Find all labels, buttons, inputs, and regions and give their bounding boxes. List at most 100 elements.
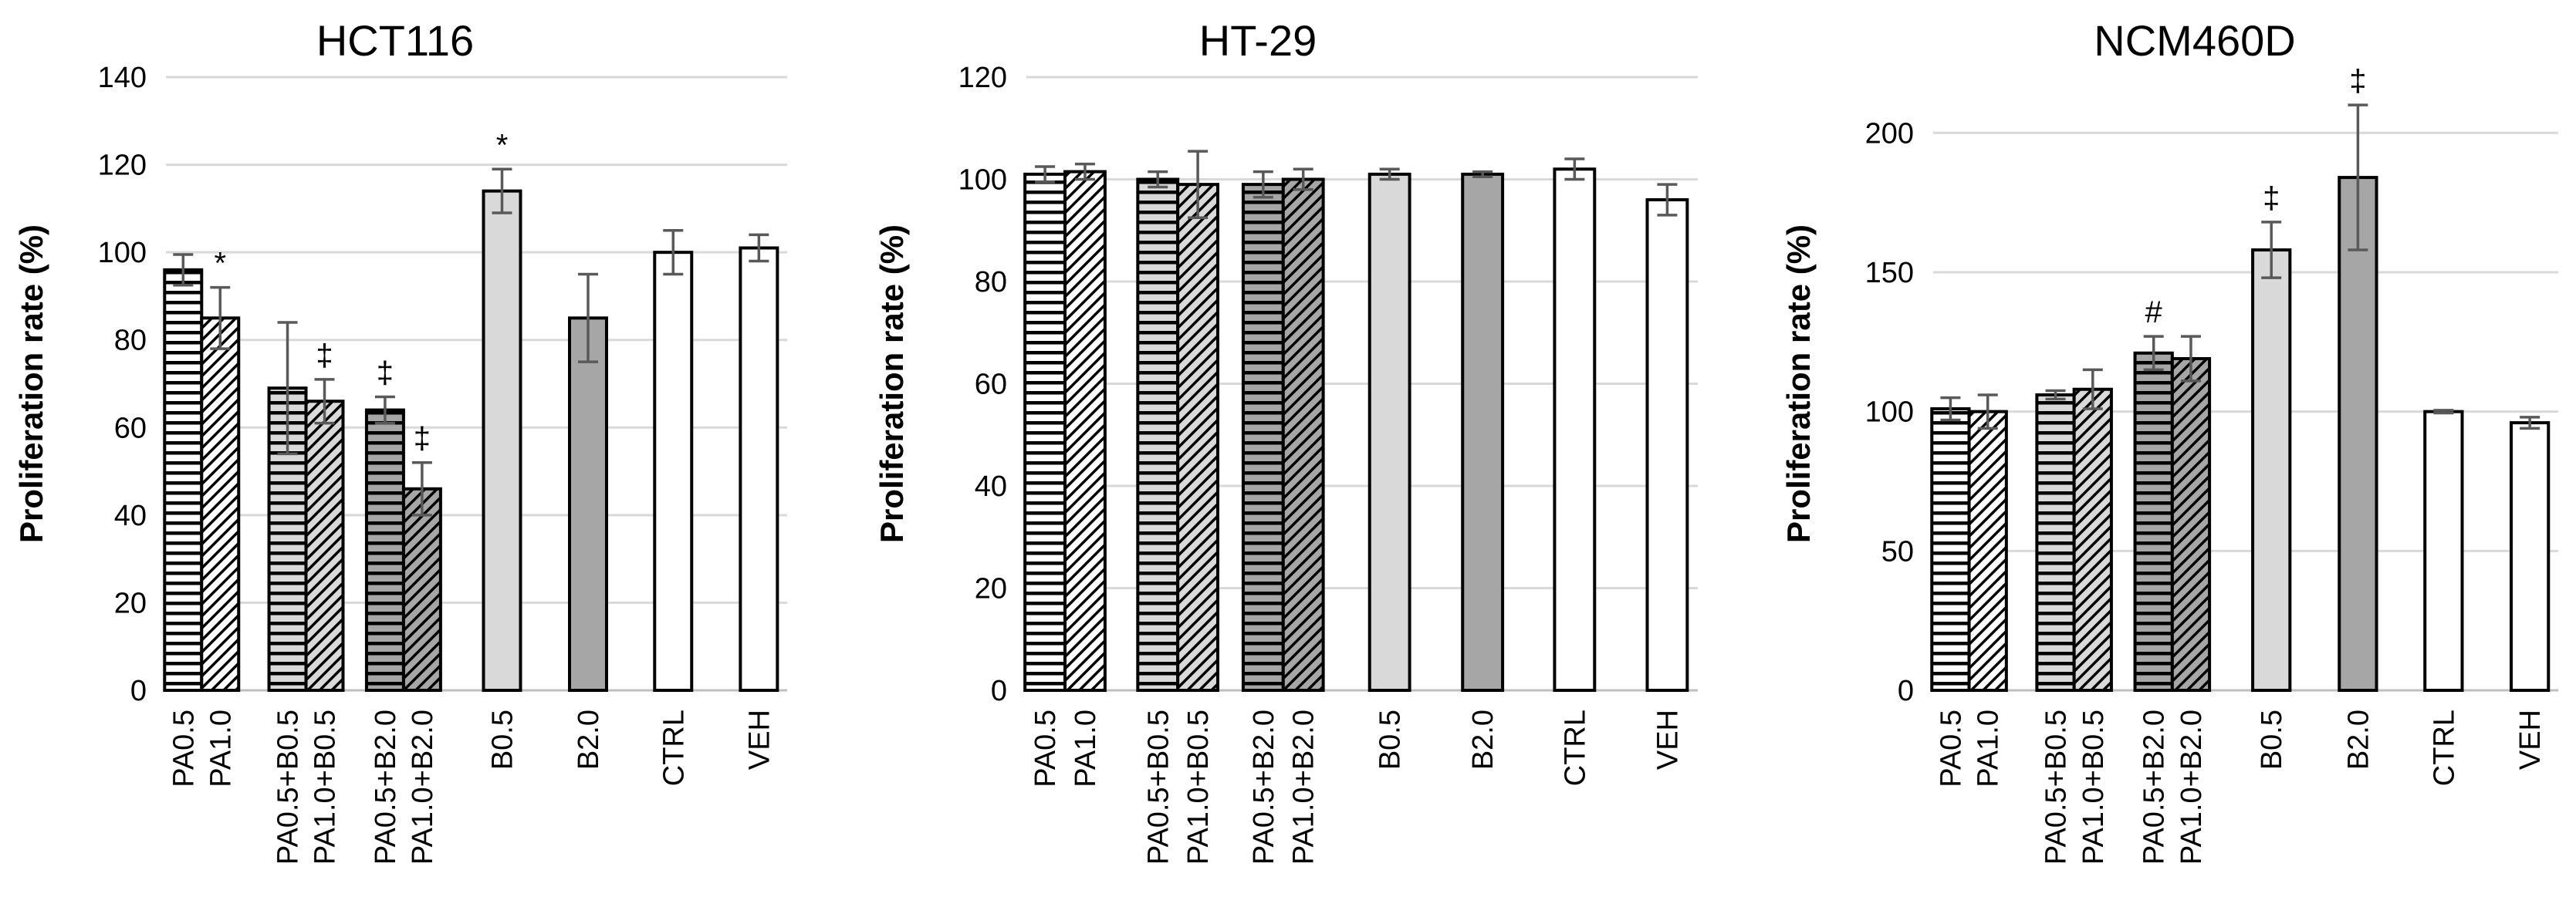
x-tick-label: PA0.5+B0.5	[272, 710, 305, 865]
x-tick-label: PA1.0+B2.0	[2175, 710, 2208, 865]
y-tick-label: 150	[1865, 257, 1914, 289]
bar-pa1-0-b0-5	[304, 400, 345, 692]
error-bar	[1035, 165, 1056, 184]
y-tick-label: 20	[114, 587, 147, 619]
x-tick-label: PA0.5+B0.5	[2040, 710, 2073, 865]
error-bar	[411, 460, 432, 517]
significance-marker: #	[2145, 295, 2163, 329]
bar-b2-0	[568, 316, 608, 692]
y-tick-label: 120	[958, 62, 1007, 94]
bar-pa1-0-b2-0	[2170, 356, 2212, 692]
x-tick-label: B0.5	[2256, 710, 2288, 770]
y-tick-label: 200	[1865, 117, 1914, 150]
x-tick-label: VEH	[743, 710, 776, 770]
y-tick-label: 100	[958, 164, 1007, 197]
error-bar	[1564, 157, 1585, 181]
error-bar	[2143, 335, 2164, 372]
error-bar	[314, 378, 335, 425]
x-tick-label: PA0.5	[167, 710, 200, 788]
x-tick-label: PA1.0	[1973, 710, 2005, 788]
error-bar	[2261, 221, 2282, 279]
y-tick-label: 100	[1865, 396, 1914, 429]
significance-marker: ‡	[414, 422, 431, 456]
x-tick-label: CTRL	[658, 710, 690, 786]
y-tick-label: 60	[975, 369, 1007, 401]
significance-marker: ‡	[377, 356, 394, 390]
y-tick-label: 40	[114, 500, 147, 532]
error-bar	[577, 272, 598, 363]
bar-pa1-0-b2-0	[401, 487, 442, 692]
error-bar	[749, 233, 769, 263]
bar-b2-0	[1461, 172, 1505, 692]
x-tick-label: CTRL	[2428, 710, 2460, 786]
bar-pa0-5-b2-0	[2133, 351, 2174, 692]
error-bar	[1940, 396, 1961, 422]
y-tick-label: 0	[991, 675, 1007, 707]
x-tick-label: PA0.5+B2.0	[1248, 710, 1280, 865]
x-tick-label: PA0.5	[1029, 710, 1062, 788]
significance-marker: ‡	[2349, 64, 2366, 98]
error-bar	[1253, 170, 1273, 199]
bar-ctrl	[1553, 167, 1597, 692]
bar-pa0-5	[163, 268, 204, 693]
x-tick-label: PA0.5	[1935, 710, 1967, 788]
bar-pa1-0	[1967, 410, 2008, 692]
y-axis-label: Proliferation rate (%)	[13, 224, 49, 543]
y-tick-label: 80	[975, 266, 1007, 298]
error-bar	[1293, 167, 1313, 191]
error-bar	[1074, 162, 1095, 181]
chart-svg-ncm460d: NCM460D 0 50 100 150 200 Proliferation rate (%…	[1780, 16, 2558, 865]
bar-ctrl	[653, 251, 694, 692]
x-tick-label: PA1.0	[205, 710, 237, 788]
error-bar	[277, 321, 298, 456]
error-bar	[2180, 335, 2201, 383]
x-tick-label: VEH	[2514, 710, 2547, 770]
x-tick-label: B0.5	[487, 710, 519, 770]
error-bar	[1379, 167, 1400, 181]
error-bar	[492, 167, 512, 214]
y-tick-label: 40	[975, 470, 1007, 503]
bar-pa1-0-b0-5	[2072, 387, 2113, 692]
bar-ctrl	[2423, 410, 2464, 692]
chart-panel-hct116: HCT116 0 20 40 60 80 100 120 140 Proliferation ra…	[0, 0, 849, 914]
error-bar	[1657, 183, 1678, 217]
significance-marker: *	[214, 247, 226, 281]
bar-pa0-5-b0-5	[2035, 393, 2076, 692]
x-tick-label: PA1.0+B0.5	[2077, 710, 2110, 865]
chart-panel-ht29: HT-29 0 20 40 60 80 100 120 Proliferation rate (…	[874, 0, 1729, 914]
bar-b0-5	[1367, 172, 1411, 692]
y-tick-label: 80	[114, 325, 147, 357]
y-tick-label: 50	[1881, 535, 1914, 568]
y-axis-label: Proliferation rate (%)	[1780, 224, 1817, 543]
y-tick-label: 100	[98, 237, 147, 269]
error-bar	[210, 285, 231, 350]
y-tick-label: 0	[130, 675, 147, 707]
chart-panel-ncm460d: NCM460D 0 50 100 150 200 Proliferation rate (%…	[1760, 0, 2576, 914]
error-bar	[374, 395, 395, 425]
x-tick-label: PA0.5+B2.0	[370, 710, 402, 865]
significance-marker: *	[496, 128, 509, 162]
x-tick-label: B2.0	[1467, 710, 1499, 770]
significance-marker: ‡	[2263, 181, 2280, 215]
error-bar	[1472, 170, 1493, 178]
error-bar	[1148, 170, 1168, 189]
error-bar	[173, 253, 194, 287]
x-tick-label: PA0.5+B2.0	[2138, 710, 2171, 865]
significance-marker: ‡	[316, 339, 333, 373]
bar-pa1-0	[1063, 170, 1107, 692]
y-tick-label: 120	[98, 150, 147, 182]
chart-title: HCT116	[316, 16, 474, 65]
bar-pa0-5-b2-0	[1241, 183, 1285, 692]
y-tick-label: 0	[1898, 675, 1914, 707]
x-tick-label: B0.5	[1374, 710, 1407, 770]
bar-b2-0	[2338, 176, 2378, 693]
x-tick-label: B2.0	[2342, 710, 2375, 770]
x-tick-label: PA1.0+B2.0	[1288, 710, 1320, 865]
chart-title: HT-29	[1199, 16, 1317, 65]
x-tick-label: PA1.0+B2.0	[407, 710, 439, 865]
chart-svg-hct116: HCT116 0 20 40 60 80 100 120 140 Proliferation ra…	[13, 16, 787, 865]
bar-pa0-5-b0-5	[1136, 177, 1180, 692]
x-tick-label: PA1.0+B0.5	[309, 710, 342, 865]
y-tick-label: 60	[114, 412, 147, 444]
x-tick-label: VEH	[1651, 710, 1684, 770]
